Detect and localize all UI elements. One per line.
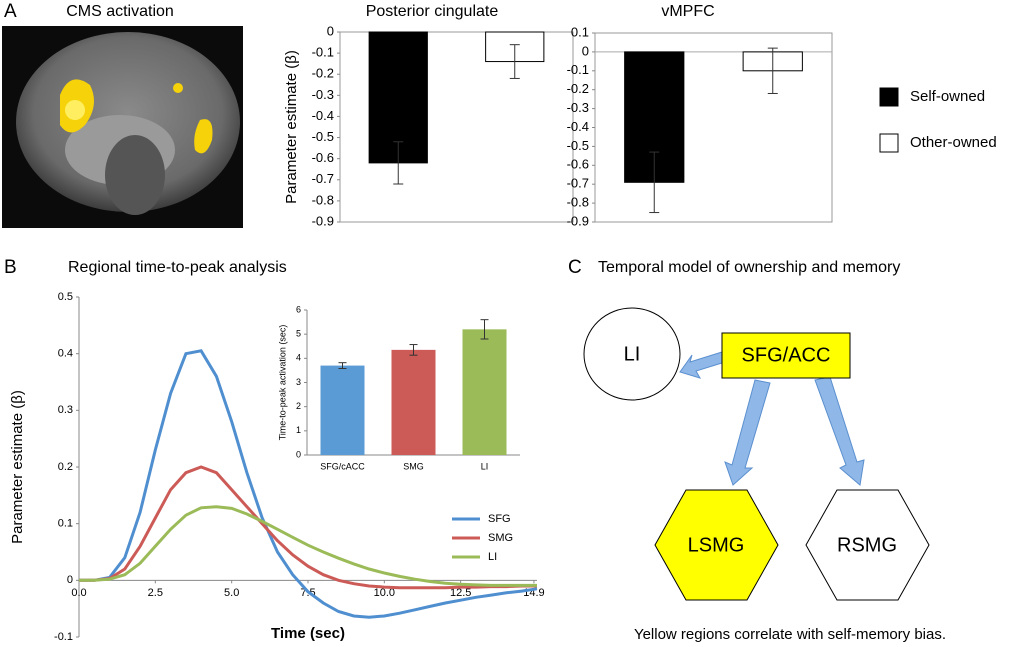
line-series <box>79 349 538 619</box>
y-tick-label: -0.5 <box>567 138 589 153</box>
line-series <box>79 465 537 590</box>
y-tick-label: -0.7 <box>567 176 589 191</box>
y-tick-label: 5 <box>296 329 301 339</box>
plot-frame <box>339 31 574 223</box>
y-tick-label: 0.5 <box>58 291 73 303</box>
legend-label: LI <box>488 551 497 563</box>
y-tick-label: 4 <box>296 353 301 363</box>
y-axis-label: Time-to-peak activation (sec) <box>277 325 287 441</box>
node-label: SFG/ACC <box>742 344 831 366</box>
legend-swatch <box>879 133 899 153</box>
legend-label: Self-owned <box>910 88 985 105</box>
diagram: Temporal model of ownership and memory L… <box>583 259 946 643</box>
node-label: LI <box>624 343 641 365</box>
legend-label: Other-owned <box>910 134 997 151</box>
diagram-title: Temporal model of ownership and memory <box>598 259 900 276</box>
y-axis-label: Parameter estimate (β) <box>9 390 26 544</box>
x-tick-label: 5.0 <box>224 587 239 599</box>
y-tick-label: -0.5 <box>312 129 334 144</box>
legend-label: SFG <box>488 513 511 525</box>
x-tick-label: LI <box>481 461 489 471</box>
x-tick-label: SFG/cACC <box>320 461 365 471</box>
y-tick-label: -0.2 <box>567 81 589 96</box>
y-tick-label: -0.7 <box>312 171 334 186</box>
y-tick-label: 0 <box>582 43 589 58</box>
image-title: CMS activation <box>66 3 174 20</box>
y-tick-label: -0.2 <box>312 66 334 81</box>
y-tick-label: -0.1 <box>567 62 589 77</box>
y-tick-label: -0.1 <box>54 631 73 643</box>
bar <box>462 329 507 455</box>
x-tick-label: SMG <box>403 461 424 471</box>
y-tick-label: 0.3 <box>58 404 73 416</box>
y-tick-label: 1 <box>296 425 301 435</box>
panel-label: C <box>568 257 582 278</box>
bar <box>368 31 428 164</box>
x-axis-label: Time (sec) <box>271 625 345 642</box>
y-tick-label: 0 <box>67 574 73 586</box>
y-tick-label: 0.1 <box>58 518 73 530</box>
y-tick-label: -0.9 <box>567 213 589 228</box>
chart-title: Regional time-to-peak analysis <box>68 259 287 276</box>
panel-label: A <box>4 1 17 22</box>
y-tick-label: 0.4 <box>58 348 73 360</box>
y-tick-label: -0.8 <box>567 195 589 210</box>
x-tick-label: 12.5 <box>450 587 471 599</box>
brain-image <box>2 26 243 228</box>
line-series <box>79 505 537 587</box>
y-tick-label: -0.3 <box>312 87 334 102</box>
panel-label: B <box>4 257 17 278</box>
legend-swatch <box>879 87 899 107</box>
y-tick-label: -0.3 <box>567 100 589 115</box>
bar <box>391 349 436 455</box>
x-tick-label: 10.0 <box>374 587 395 599</box>
y-tick-label: -0.1 <box>312 45 334 60</box>
y-tick-label: -0.6 <box>312 150 334 165</box>
x-tick-label: 2.5 <box>148 587 163 599</box>
y-tick-label: 0 <box>327 23 334 38</box>
node-label: RSMG <box>837 534 897 556</box>
y-tick-label: -0.8 <box>312 192 334 207</box>
y-axis-label: Parameter estimate (β) <box>283 50 300 204</box>
bar <box>320 365 365 455</box>
y-tick-label: 3 <box>296 377 301 387</box>
y-tick-label: 0 <box>296 449 301 459</box>
y-tick-label: -0.4 <box>312 108 334 123</box>
y-tick-label: 0.1 <box>571 24 589 39</box>
y-tick-label: -0.9 <box>312 213 334 228</box>
y-tick-label: -0.6 <box>567 157 589 172</box>
y-tick-label: 2 <box>296 401 301 411</box>
x-tick-label: 0.0 <box>71 587 86 599</box>
legend-label: SMG <box>488 532 513 544</box>
diagram-caption: Yellow regions correlate with self-memor… <box>634 626 946 643</box>
chart-title: vMPFC <box>661 3 714 20</box>
chart-title: Posterior cingulate <box>366 3 499 20</box>
y-tick-label: 6 <box>296 304 301 314</box>
y-tick-label: 0.2 <box>58 461 73 473</box>
node-label: LSMG <box>688 534 745 556</box>
y-tick-label: -0.4 <box>567 119 589 134</box>
